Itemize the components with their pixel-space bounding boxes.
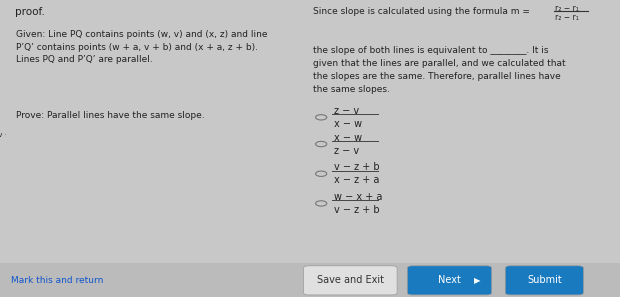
Text: ▶: ▶ — [474, 276, 480, 285]
Text: Given: Line PQ contains points (w, v) and (x, z) and line
P’Q’ contains points (: Given: Line PQ contains points (w, v) an… — [16, 30, 267, 64]
Text: Since slope is calculated using the formula m =: Since slope is calculated using the form… — [313, 7, 530, 16]
Text: x − z + a: x − z + a — [334, 175, 379, 185]
Text: r₂ − r₁: r₂ − r₁ — [555, 13, 578, 22]
Text: Q’(w + a, v + b): Q’(w + a, v + b) — [0, 132, 20, 138]
Text: Next: Next — [438, 275, 461, 285]
Text: Submit: Submit — [527, 275, 562, 285]
Text: Prove: Parallel lines have the same slope.: Prove: Parallel lines have the same slop… — [16, 111, 204, 120]
Text: r₂ − r₁: r₂ − r₁ — [555, 4, 578, 13]
Text: Save and Exit: Save and Exit — [317, 275, 384, 285]
Text: z − v: z − v — [334, 146, 359, 156]
Text: x − w: x − w — [334, 119, 361, 129]
Text: v − z + b: v − z + b — [334, 205, 379, 215]
Text: w − x + a: w − x + a — [334, 192, 382, 202]
Text: v − z + b: v − z + b — [334, 162, 379, 173]
Text: x − w: x − w — [334, 133, 361, 143]
Text: P(x, z): P(x, z) — [175, 244, 199, 253]
Text: P’(x + a, z + b): P’(x + a, z + b) — [145, 222, 200, 228]
Text: the slope of both lines is equivalent to ________. It is
given that the lines ar: the slope of both lines is equivalent to… — [313, 46, 565, 94]
Text: Q(w, v): Q(w, v) — [30, 153, 58, 162]
Text: z − v: z − v — [334, 106, 359, 116]
Text: Mark this and return: Mark this and return — [11, 276, 104, 285]
Text: proof.: proof. — [16, 7, 45, 18]
